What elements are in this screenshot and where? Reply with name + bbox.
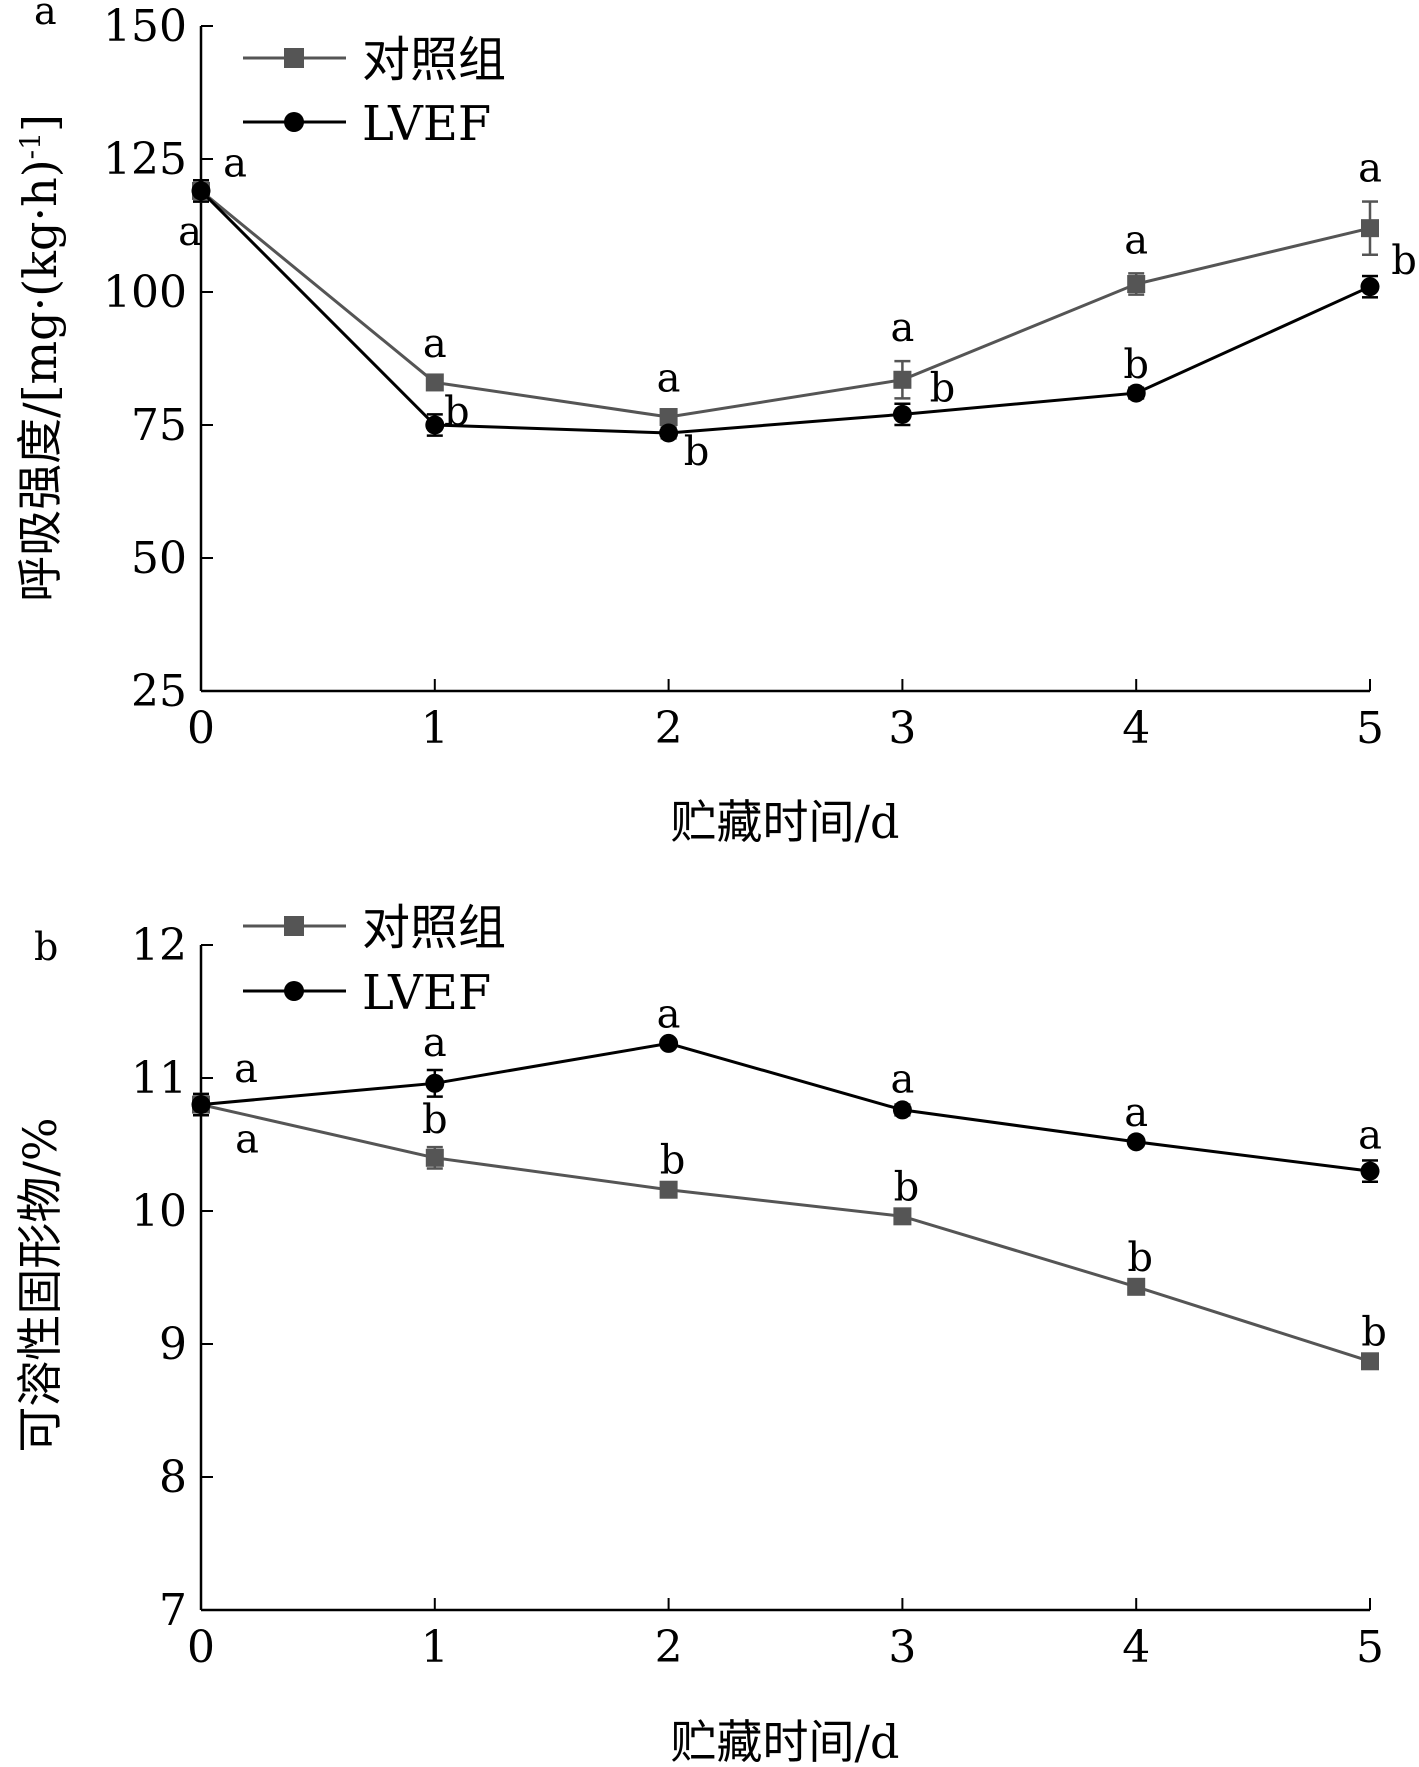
data-point-control-a	[659, 408, 678, 427]
x-tick-label-a: 0	[187, 703, 215, 754]
significance-letter-lvef-b: a	[423, 1020, 447, 1066]
y-axis-title-a-main: 呼吸强度/[mg·(kg·h)	[13, 159, 67, 602]
y-tick-label-b: 11	[131, 1053, 187, 1104]
significance-letter-lvef-a: b	[444, 389, 470, 435]
significance-letter-lvef-b: a	[890, 1057, 914, 1103]
y-tick-label-a: 100	[103, 267, 187, 318]
data-point-lvef-b	[659, 1033, 679, 1053]
significance-letter-lvef-b: a	[234, 1046, 258, 1092]
x-tick-label-b: 1	[421, 1622, 449, 1673]
x-axis-title-b: 贮藏时间/d	[671, 1715, 900, 1767]
legend-a-control-label: 对照组	[362, 32, 506, 88]
x-tick-label-b: 3	[888, 1622, 916, 1673]
data-point-lvef-a	[425, 415, 445, 435]
data-point-control-a	[1127, 275, 1146, 294]
significance-letter-lvef-a: b	[930, 366, 956, 412]
x-tick-label-a: 5	[1356, 703, 1384, 754]
legend-a: 对照组 LVEF	[243, 32, 506, 152]
y-axis-title-a-sup: -1	[14, 132, 47, 159]
y-tick-label-b: 9	[159, 1319, 187, 1370]
y-axis-title-a-close: ]	[13, 114, 67, 132]
data-point-lvef-a	[659, 423, 679, 443]
significance-letter-control-a: a	[1124, 217, 1148, 263]
y-tick-label-b: 7	[159, 1585, 187, 1636]
data-point-control-b	[1361, 1352, 1379, 1371]
series-line-lvef-b	[200, 1041, 1371, 1173]
significance-letter-lvef-a: b	[1391, 238, 1417, 284]
x-tick-label-b: 2	[655, 1622, 683, 1673]
y-tick-label-a: 75	[131, 400, 187, 451]
data-point-control-b	[659, 1180, 678, 1199]
x-tick-label-b: 5	[1356, 1622, 1384, 1673]
significance-letter-control-a: a	[1358, 146, 1382, 192]
legend-b: 对照组 LVEF	[243, 900, 506, 1021]
significance-letter-control-b: b	[1127, 1235, 1153, 1281]
x-tick-label-a: 3	[888, 703, 916, 754]
legend-a-lvef-marker	[284, 112, 304, 132]
significance-letter-lvef-b: a	[1124, 1090, 1148, 1136]
data-point-lvef-b	[892, 1100, 912, 1120]
legend-a-lvef-label: LVEF	[362, 96, 491, 152]
data-point-control-b	[425, 1148, 444, 1167]
significance-letter-control-b: b	[894, 1164, 920, 1210]
panel-a-label: a	[34, 0, 57, 33]
significance-letter-control-a: a	[223, 140, 247, 186]
x-tick-label-b: 4	[1122, 1622, 1150, 1673]
significance-letter-lvef-b: a	[657, 991, 681, 1037]
legend-b-control-label: 对照组	[362, 900, 506, 956]
series-line-lvef-a	[199, 189, 1371, 435]
significance-letter-control-b: b	[1361, 1309, 1387, 1355]
legend-b-control-marker	[284, 916, 304, 936]
y-axis-title-a: 呼吸强度/[mg·(kg·h)-1]	[13, 114, 67, 602]
y-tick-label-a: 25	[131, 666, 187, 717]
significance-letter-control-b: b	[422, 1097, 448, 1143]
y-tick-label-a: 50	[131, 533, 187, 584]
data-point-lvef-b	[1360, 1161, 1380, 1181]
legend-b-lvef-marker	[284, 981, 304, 1001]
data-point-control-a	[1361, 219, 1379, 238]
x-tick-label-a: 1	[421, 703, 449, 754]
panel-b-label: b	[34, 925, 58, 969]
data-point-control-b	[893, 1207, 912, 1226]
y-tick-label-a: 125	[103, 134, 187, 185]
significance-letter-control-b: b	[660, 1138, 686, 1184]
y-tick-label-b: 12	[131, 920, 187, 971]
significance-letter-lvef-a: b	[684, 429, 710, 475]
data-point-control-a	[425, 373, 444, 392]
legend-a-control-marker	[284, 48, 304, 68]
x-tick-label-a: 2	[655, 703, 683, 754]
x-tick-label-a: 4	[1122, 703, 1150, 754]
y-tick-label-a: 150	[103, 1, 187, 52]
data-point-lvef-a	[1360, 277, 1380, 297]
significance-letter-lvef-a: a	[178, 209, 202, 255]
series-line-control-b	[200, 1103, 1371, 1363]
data-point-control-a	[893, 370, 912, 389]
series-line-control-a	[200, 189, 1371, 419]
x-axis-title-a: 贮藏时间/d	[671, 795, 900, 849]
significance-letter-control-a: a	[890, 305, 914, 351]
significance-letter-control-a: a	[657, 356, 681, 402]
significance-letter-lvef-b: a	[1358, 1112, 1382, 1158]
x-tick-label-b: 0	[187, 1622, 215, 1673]
data-point-lvef-a	[1126, 383, 1146, 403]
y-tick-label-b: 8	[159, 1452, 187, 1503]
data-point-control-b	[1127, 1277, 1146, 1296]
data-point-lvef-b	[1126, 1132, 1146, 1152]
data-point-lvef-a	[191, 181, 211, 201]
y-tick-label-b: 10	[131, 1186, 187, 1237]
y-axis-title-b: 可溶性固形物/%	[13, 1117, 67, 1452]
significance-letter-lvef-a: b	[1123, 342, 1149, 388]
legend-b-lvef-label: LVEF	[362, 965, 491, 1021]
data-point-lvef-b	[425, 1073, 445, 1093]
data-point-lvef-a	[892, 404, 912, 424]
significance-letter-control-b: a	[235, 1117, 259, 1163]
significance-letter-control-a: a	[423, 321, 447, 367]
data-point-lvef-b	[191, 1095, 211, 1115]
